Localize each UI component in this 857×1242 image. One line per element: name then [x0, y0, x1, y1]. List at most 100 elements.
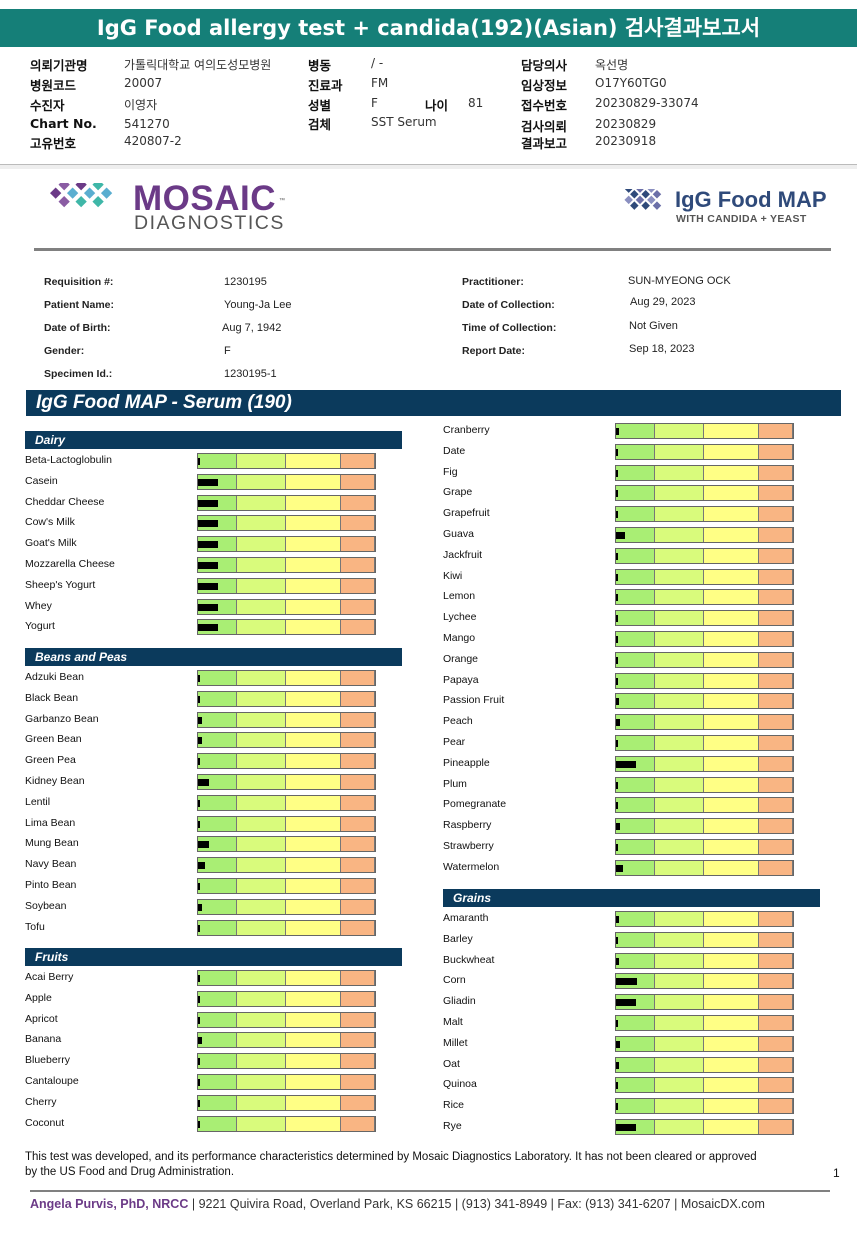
- bar-band-4: [759, 953, 793, 968]
- bar-band-3: [286, 1095, 341, 1110]
- bar-band-4: [341, 879, 375, 893]
- food-item-label: Lima Bean: [25, 816, 76, 829]
- bar-band-1: [198, 899, 237, 914]
- header-value: / -: [371, 56, 384, 70]
- result-bar: [197, 815, 376, 832]
- bar-band-1: [198, 454, 237, 468]
- result-level-fill: [198, 820, 200, 828]
- bar-band-3: [286, 991, 341, 1006]
- header-label: 의뢰기관명: [30, 58, 88, 73]
- bar-band-3: [704, 1120, 759, 1134]
- result-level-fill: [198, 603, 218, 611]
- bar-band-3: [286, 1075, 341, 1089]
- logo-divider: [34, 248, 831, 251]
- result-level-fill: [616, 1061, 619, 1069]
- result-level-fill: [616, 740, 618, 747]
- bar-band-4: [759, 528, 793, 542]
- brand-line-1: MOSAIC: [133, 179, 276, 218]
- result-bar: [615, 547, 794, 564]
- bar-band-1: [198, 671, 237, 685]
- header-value: 541270: [124, 117, 170, 131]
- result-level-fill: [198, 975, 200, 982]
- bar-band-3: [704, 444, 759, 459]
- bar-band-4: [759, 715, 793, 730]
- food-item-label: Mozzarella Cheese: [25, 558, 115, 570]
- bar-band-1: [198, 795, 237, 810]
- bar-band-2: [655, 1057, 704, 1072]
- bar-band-2: [655, 611, 704, 626]
- bar-band-3: [286, 1033, 341, 1048]
- bar-band-3: [286, 516, 341, 531]
- bar-band-3: [704, 590, 759, 605]
- bar-band-2: [237, 1075, 286, 1089]
- result-bar: [197, 536, 376, 553]
- result-bar: [615, 672, 794, 689]
- result-bar: [615, 631, 794, 647]
- bar-band-4: [759, 569, 793, 584]
- result-level-fill: [616, 552, 618, 560]
- bar-band-2: [237, 620, 286, 635]
- result-level-fill: [198, 1058, 200, 1066]
- result-level-fill: [616, 532, 625, 539]
- food-item-label: Lemon: [443, 590, 476, 603]
- food-item-label: Kidney Bean: [25, 775, 85, 787]
- bar-band-1: [198, 879, 237, 893]
- result-level-fill: [198, 903, 202, 911]
- header-label: 병원코드: [30, 78, 77, 93]
- bar-band-2: [655, 694, 704, 709]
- result-bar: [197, 598, 376, 615]
- result-level-fill: [198, 924, 200, 932]
- result-level-fill: [616, 594, 618, 602]
- bar-band-3: [286, 816, 341, 831]
- bar-band-3: [704, 912, 759, 926]
- result-level-fill: [198, 675, 200, 682]
- info-label: Time of Collection:: [462, 322, 557, 334]
- bar-band-3: [704, 611, 759, 626]
- result-level-fill: [616, 802, 618, 810]
- bar-band-2: [237, 858, 286, 873]
- bar-band-3: [704, 1099, 759, 1114]
- result-level-fill: [198, 582, 218, 590]
- result-level-fill: [616, 490, 618, 498]
- bar-band-2: [237, 516, 286, 531]
- bar-band-4: [341, 691, 375, 706]
- result-level-fill: [616, 823, 620, 831]
- result-bar: [615, 568, 794, 585]
- food-item-label: Cantaloupe: [25, 1075, 79, 1087]
- bar-band-4: [759, 694, 793, 709]
- result-level-fill: [616, 936, 618, 944]
- bar-band-3: [704, 507, 759, 522]
- bar-band-4: [341, 775, 375, 789]
- food-item-label: Blueberry: [25, 1054, 70, 1067]
- result-level-fill: [198, 737, 202, 745]
- bar-band-4: [341, 620, 375, 635]
- report-title-bar: IgG Food allergy test + candida(192)(Asi…: [0, 9, 857, 47]
- food-item-label: Garbanzo Bean: [25, 712, 99, 725]
- bar-band-4: [341, 816, 375, 831]
- bar-band-1: [616, 777, 655, 792]
- bar-band-4: [759, 652, 793, 667]
- result-level-fill: [616, 428, 619, 435]
- bar-band-2: [655, 840, 704, 854]
- bar-band-2: [237, 733, 286, 748]
- result-bar: [615, 973, 794, 990]
- result-level-fill: [616, 1082, 618, 1090]
- bar-band-4: [341, 899, 375, 914]
- bar-band-1: [616, 932, 655, 947]
- result-level-fill: [616, 1103, 618, 1111]
- header-label: 병동: [308, 58, 332, 73]
- bar-band-3: [286, 558, 341, 572]
- food-item-label: Lychee: [443, 611, 477, 624]
- food-item-label: Raspberry: [443, 819, 492, 832]
- bar-band-2: [237, 495, 286, 510]
- info-value: 1230195-1: [224, 368, 277, 380]
- result-bar: [197, 577, 376, 594]
- header-label: 담당의사: [521, 58, 568, 73]
- header-divider: [0, 164, 857, 165]
- header-value: 20230829: [595, 117, 657, 131]
- bar-band-3: [286, 971, 341, 985]
- info-value: Not Given: [629, 320, 678, 332]
- bar-band-4: [759, 611, 793, 626]
- bar-band-3: [286, 920, 341, 935]
- bar-band-4: [759, 932, 793, 947]
